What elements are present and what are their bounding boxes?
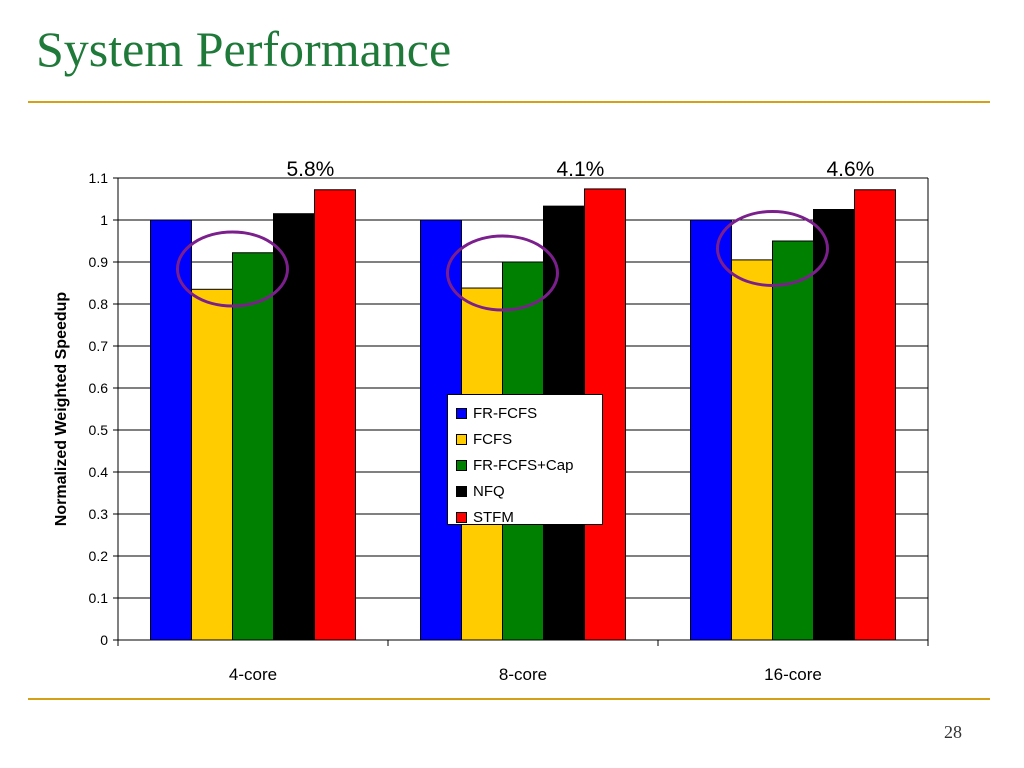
legend-swatch <box>456 459 467 471</box>
bottom-rule <box>28 698 990 700</box>
page-number: 28 <box>944 722 962 742</box>
highlight-circle <box>446 234 559 312</box>
highlight-circle <box>716 209 829 287</box>
legend-swatch <box>456 407 467 419</box>
bar <box>854 189 896 641</box>
y-tick-label: 0.3 <box>89 506 109 522</box>
legend-item: STFM <box>456 504 602 530</box>
annotation-label: 4.6% <box>826 158 874 181</box>
slide-title: System Performance <box>36 21 452 77</box>
x-tick-label: 16-core <box>764 665 822 684</box>
y-tick-label: 0.8 <box>89 296 109 312</box>
y-tick-label: 0.7 <box>89 338 109 354</box>
legend-swatch <box>456 433 467 445</box>
y-tick-label: 0.2 <box>89 548 109 564</box>
top-rule <box>28 101 990 103</box>
y-tick-label: 0.9 <box>89 254 109 270</box>
bar <box>690 219 732 641</box>
bar <box>731 259 773 641</box>
x-tick-label: 4-core <box>229 665 277 684</box>
y-tick-label: 1.1 <box>89 170 109 186</box>
y-tick-label: 0.4 <box>89 464 109 480</box>
bar <box>232 252 274 641</box>
legend-item: FCFS <box>456 426 602 452</box>
bar <box>150 219 192 641</box>
legend-item: FR-FCFS <box>456 400 602 426</box>
legend-label: FCFS <box>473 430 513 448</box>
legend-swatch <box>456 511 467 523</box>
y-tick-label: 0.5 <box>89 422 109 438</box>
bar <box>191 288 233 641</box>
highlight-circle <box>176 230 289 308</box>
y-tick-label: 0.6 <box>89 380 109 396</box>
annotation-label: 4.1% <box>556 158 604 181</box>
y-tick-label: 0.1 <box>89 590 109 606</box>
x-tick-label: 8-core <box>499 665 547 684</box>
legend-label: NFQ <box>473 482 505 500</box>
legend-item: FR-FCFS+Cap <box>456 452 602 478</box>
y-tick-label: 1 <box>100 212 108 228</box>
y-axis-label: Normalized Weighted Speedup <box>53 292 70 527</box>
y-tick-label: 0 <box>100 632 108 648</box>
bar <box>813 209 855 641</box>
bar <box>314 189 356 641</box>
legend-item: NFQ <box>456 478 602 504</box>
bar <box>273 213 315 641</box>
annotation-label: 5.8% <box>286 158 334 181</box>
legend-label: FR-FCFS <box>473 404 538 422</box>
legend-swatch <box>456 485 467 497</box>
chart-legend: FR-FCFS FCFS FR-FCFS+Cap NFQ STFM <box>447 394 603 526</box>
bar <box>772 240 814 641</box>
legend-label: FR-FCFS+Cap <box>473 456 574 474</box>
legend-label: STFM <box>473 508 514 526</box>
